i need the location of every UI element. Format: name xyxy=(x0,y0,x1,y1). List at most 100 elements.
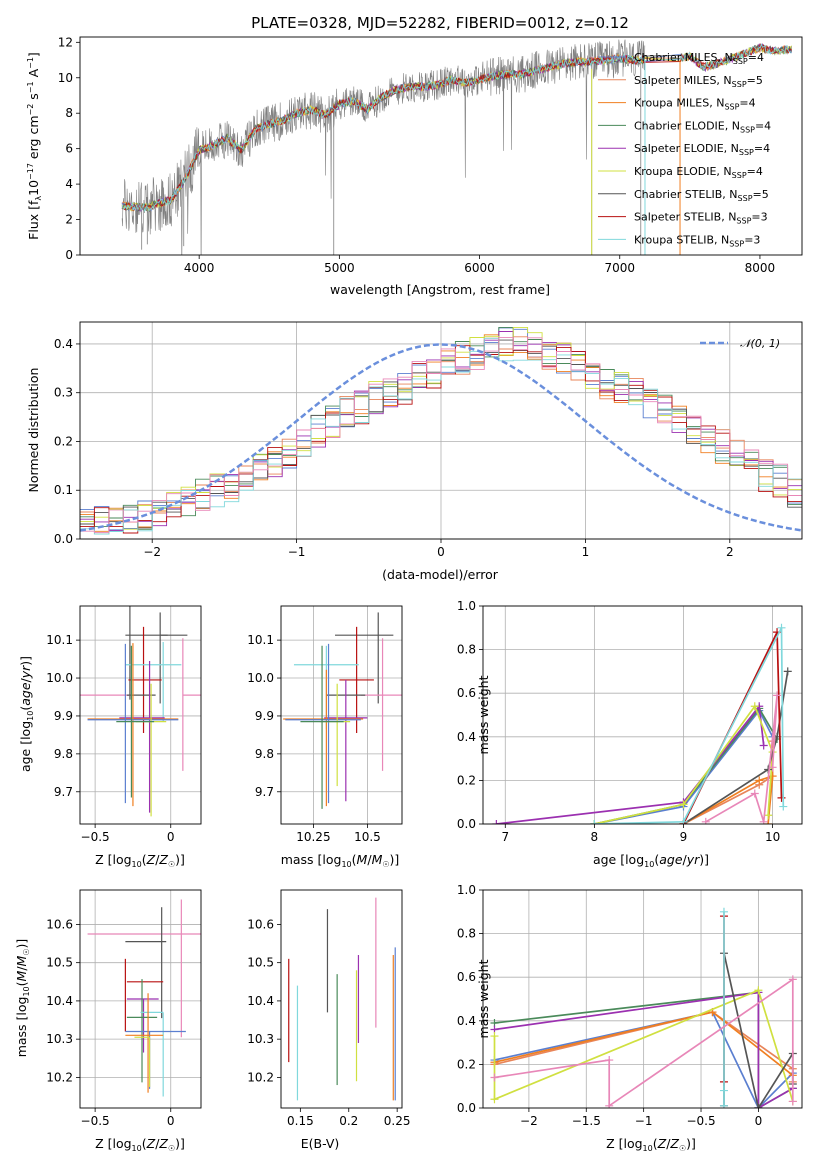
weight-vs-age-marker-9-1 xyxy=(750,789,759,798)
mass-vs-ebv-ytick-label-2: 10.4 xyxy=(247,994,274,1008)
age-vs-z-ytick-label-3: 10.0 xyxy=(46,671,73,685)
weight-vs-age-marker-8-3 xyxy=(779,802,788,811)
mass-vs-z-ytick-label-1: 10.3 xyxy=(46,1032,73,1046)
age-vs-mass-ytick-label-0: 9.7 xyxy=(255,785,274,799)
residuals-ytick-label-3: 0.3 xyxy=(54,386,73,400)
mass-vs-z-panel: −0.5 0 10.2 10.3 10.4 10.5 10.6 xyxy=(46,889,202,1128)
residuals-xtick-label-3: 1 xyxy=(582,545,590,559)
spectrum-legend-label-5: Kroupa ELODIE, NSSP=4 xyxy=(634,165,763,180)
age-vs-mass-panel: 10.25 10.5 9.7 9.8 9.9 10.0 10.1 xyxy=(247,605,403,844)
spectrum-xtick-label-1: 5000 xyxy=(324,261,355,275)
mass-vs-ebv-plot-area xyxy=(288,897,396,1101)
mass-vs-z-ytick-label-2: 10.4 xyxy=(46,994,73,1008)
weight-vs-z-ytick-label-4: 0.8 xyxy=(457,927,476,941)
weight-vs-z-ytick-label-0: 0.0 xyxy=(457,1101,476,1115)
weight-vs-age-marker-5-1 xyxy=(679,800,688,809)
weight-vs-age-xtick-label-2: 9 xyxy=(680,830,688,844)
spectrum-legend-label-1: Salpeter MILES, NSSP=5 xyxy=(634,74,763,89)
weight-vs-z-marker-8-1 xyxy=(719,1101,728,1108)
age-vs-mass-frame xyxy=(280,605,403,825)
weight-vs-age-ytick-label-5: 1.0 xyxy=(457,599,476,613)
age-vs-z-ytick-label-4: 10.1 xyxy=(46,633,73,647)
spectrum-legend: Chabrier MILES, NSSP=4 Salpeter MILES, NS… xyxy=(598,51,771,248)
spectrum-ytick-label-5: 10 xyxy=(58,71,73,85)
weight-vs-age-marker-7-2 xyxy=(777,793,786,802)
residuals-plot-area xyxy=(80,326,802,539)
mass-vs-z-frame xyxy=(79,889,202,1109)
model-spectrum-8 xyxy=(121,42,792,213)
mass-vs-z-xlabel: Z [log10(Z/Z☉)] xyxy=(95,1136,185,1153)
age-vs-mass-xtick-label-1: 10.5 xyxy=(354,830,381,844)
weight-vs-age-series-2 xyxy=(683,774,774,824)
weight-vs-z-panel: −2 −1.5 −1 −0.5 0 0.0 0.2 0.4 0.6 0.8 1.0 xyxy=(457,883,803,1128)
weight-vs-z-xtick-label-0: −2 xyxy=(520,1114,538,1128)
mass-vs-ebv-frame xyxy=(280,889,403,1109)
weight-vs-age-series-8 xyxy=(594,627,785,824)
residuals-xtick-label-2: 0 xyxy=(437,545,445,559)
weight-vs-age-marker-9-3 xyxy=(773,691,782,700)
weight-vs-z-ylabel: mass weight xyxy=(476,959,491,1038)
weight-vs-z-marker-6-2 xyxy=(754,1104,763,1108)
weight-vs-age-plot-area xyxy=(492,623,792,824)
weight-vs-z-xtick-label-4: 0 xyxy=(755,1114,763,1128)
weight-vs-z-ytick-label-5: 1.0 xyxy=(457,883,476,897)
weight-vs-z-ytick-label-2: 0.4 xyxy=(457,1014,476,1028)
mass-vs-z-ytick-label-3: 10.5 xyxy=(46,956,73,970)
weight-vs-age-marker-2-2 xyxy=(768,772,777,781)
weight-vs-z-marker-5-2 xyxy=(754,986,763,995)
age-vs-mass-ytick-label-4: 10.1 xyxy=(247,633,274,647)
observed-spectrum xyxy=(121,39,646,255)
mass-vs-ebv-xtick-label-0: 0.15 xyxy=(287,1114,314,1128)
spectrum-xtick-label-2: 6000 xyxy=(464,261,495,275)
spectrum-legend-label-7: Salpeter STELIB, NSSP=3 xyxy=(634,211,768,226)
weight-vs-age-xtick-label-1: 8 xyxy=(591,830,599,844)
residuals-ytick-label-4: 0.4 xyxy=(54,337,73,351)
mass-vs-ebv-xtick-label-1: 0.2 xyxy=(339,1114,358,1128)
weight-vs-z-marker-9-1 xyxy=(605,1056,614,1065)
spectrum-ytick-label-6: 12 xyxy=(58,35,73,49)
age-vs-z-ytick-label-2: 9.9 xyxy=(54,709,73,723)
spectrum-ylabel: Flux [fλ10−17 erg cm−2 s−1 A−1] xyxy=(26,52,43,240)
residuals-ytick-label-1: 0.1 xyxy=(54,483,73,497)
weight-vs-age-marker-8-1 xyxy=(679,817,688,824)
weight-vs-z-ytick-label-1: 0.2 xyxy=(457,1057,476,1071)
weight-vs-z-marker-5-1 xyxy=(490,1095,499,1104)
mass-vs-ebv-panel: 0.15 0.2 0.25 10.2 10.3 10.4 10.5 10.6 xyxy=(247,889,411,1128)
spectrum-ytick-label-4: 8 xyxy=(65,106,73,120)
age-vs-mass-xlabel: mass [log10(M/M☉)] xyxy=(281,852,400,869)
weight-vs-age-series-4 xyxy=(496,704,765,824)
weight-vs-age-marker-6-3 xyxy=(783,667,792,676)
age-vs-z-xtick-label-1: 0 xyxy=(167,830,175,844)
normal-curve xyxy=(80,343,802,532)
age-vs-mass-ytick-label-1: 9.8 xyxy=(255,747,274,761)
residuals-xlabel: (data-model)/error xyxy=(382,567,499,582)
weight-vs-age-xtick-label-0: 7 xyxy=(501,830,509,844)
weight-vs-age-ytick-label-0: 0.0 xyxy=(457,817,476,831)
spectrum-plot-area xyxy=(121,39,793,255)
mass-vs-ebv-ytick-label-4: 10.6 xyxy=(247,917,274,931)
age-vs-mass-plot-area xyxy=(283,612,402,809)
normal-curve-legend-label: 𝒩(0, 1) xyxy=(740,337,780,350)
weight-vs-z-marker-8-0 xyxy=(719,907,728,916)
residuals-ytick-label-2: 0.2 xyxy=(54,434,73,448)
residuals-legend: 𝒩(0, 1) xyxy=(700,337,780,350)
weight-vs-age-ytick-label-4: 0.8 xyxy=(457,643,476,657)
spectrum-legend-label-3: Chabrier ELODIE, NSSP=4 xyxy=(634,119,771,134)
spectrum-xtick-label-3: 7000 xyxy=(604,261,635,275)
weight-vs-age-marker-5-4 xyxy=(764,811,773,820)
weight-vs-age-marker-4-3 xyxy=(759,741,768,750)
mass-vs-z-plot-area xyxy=(87,899,201,1097)
weight-vs-z-marker-9-0 xyxy=(490,1073,499,1082)
mass-vs-ebv-ytick-label-1: 10.3 xyxy=(247,1032,274,1046)
age-vs-mass-xtick-label-0: 10.25 xyxy=(296,830,330,844)
mass-vs-ebv-xlabel: E(B-V) xyxy=(301,1136,340,1151)
weight-vs-age-marker-9-0 xyxy=(701,817,710,824)
residuals-ytick-label-0: 0.0 xyxy=(54,532,73,546)
weight-vs-z-series-0 xyxy=(494,1011,794,1108)
mass-vs-z-xtick-label-0: −0.5 xyxy=(81,1114,110,1128)
age-vs-z-frame xyxy=(79,605,202,825)
mass-vs-ebv-ytick-label-0: 10.2 xyxy=(247,1070,274,1084)
age-vs-z-xtick-label-0: −0.5 xyxy=(81,830,110,844)
weight-vs-z-plot-area xyxy=(490,907,797,1108)
